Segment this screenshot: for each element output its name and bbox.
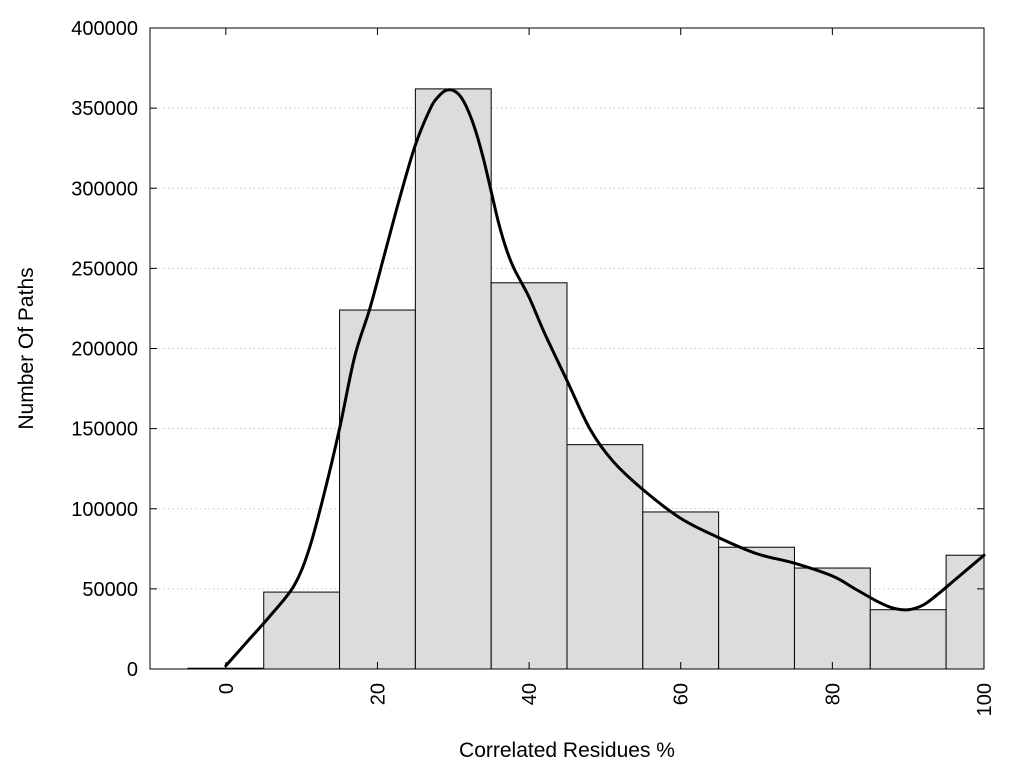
density-curve-line xyxy=(224,88,986,668)
bar xyxy=(718,546,795,670)
bar xyxy=(642,511,720,670)
bar xyxy=(339,309,416,670)
bar xyxy=(869,609,947,670)
y-tick-label: 150000 xyxy=(71,419,138,441)
histogram-bars xyxy=(187,88,985,670)
y-tick-label: 350000 xyxy=(71,98,138,120)
y-tick-label: 200000 xyxy=(71,339,138,361)
x-tick-label: 40 xyxy=(519,683,541,705)
y-axis-ticks: 0 50000 100000 150000 200000 250000 300000 3500… xyxy=(71,18,984,681)
density-curve xyxy=(224,88,986,668)
bar xyxy=(793,567,871,670)
x-axis-ticks: 0 20 40 60 80 100 xyxy=(216,28,996,716)
y-tick-label: 250000 xyxy=(71,258,138,280)
bar xyxy=(490,282,568,670)
bar xyxy=(414,88,492,670)
x-tick-label: 80 xyxy=(822,683,844,705)
x-axis-title: Correlated Residues % xyxy=(459,739,675,762)
y-tick-label: 300000 xyxy=(71,178,138,200)
y-axis-title: Number Of Paths xyxy=(15,267,38,429)
x-tick-label: 20 xyxy=(367,683,389,705)
x-tick-label: 60 xyxy=(671,683,693,705)
y-tick-label: 400000 xyxy=(71,18,138,40)
y-tick-label: 0 xyxy=(127,659,138,681)
bar xyxy=(263,591,341,670)
x-tick-label: 100 xyxy=(974,683,996,716)
y-tick-label: 100000 xyxy=(71,499,138,521)
x-tick-label: 0 xyxy=(216,683,238,694)
y-tick-label: 50000 xyxy=(82,579,138,601)
